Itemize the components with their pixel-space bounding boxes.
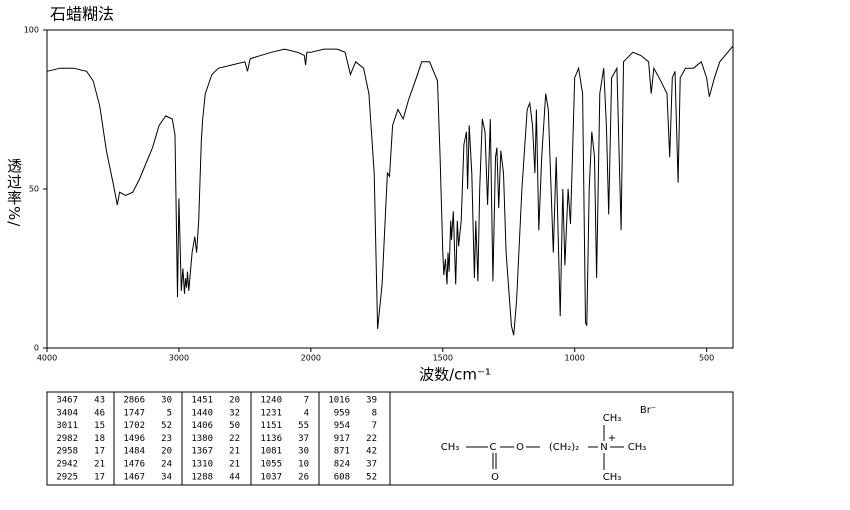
peak-transmittance: 22 — [366, 434, 377, 444]
peak-transmittance: 22 — [229, 434, 240, 444]
structure-bonds — [466, 425, 624, 470]
peak-transmittance: 10 — [298, 460, 309, 470]
structure-label: CH₃ — [603, 413, 622, 424]
peak-wavenumber: 954 — [334, 421, 350, 431]
peak-transmittance: 7 — [304, 396, 309, 406]
spectrum-line — [46, 45, 734, 336]
peak-wavenumber: 917 — [334, 434, 350, 444]
peak-wavenumber: 1406 — [191, 421, 213, 431]
structure-label: O — [516, 442, 524, 453]
peak-wavenumber: 1484 — [123, 447, 145, 457]
peak-transmittance: 30 — [161, 396, 172, 406]
peak-transmittance: 52 — [366, 472, 377, 482]
peak-transmittance: 21 — [94, 460, 105, 470]
peak-wavenumber: 1081 — [260, 447, 282, 457]
peak-wavenumber: 1016 — [328, 396, 350, 406]
peak-transmittance: 21 — [229, 447, 240, 457]
peak-transmittance: 52 — [161, 421, 172, 431]
peak-transmittance: 15 — [94, 421, 105, 431]
peak-transmittance: 34 — [161, 472, 172, 482]
peak-transmittance: 55 — [298, 421, 309, 431]
peak-wavenumber: 1747 — [123, 408, 145, 418]
y-tick-label: 0 — [34, 344, 39, 353]
peak-wavenumber: 1476 — [123, 460, 145, 470]
peak-wavenumber: 1451 — [191, 396, 213, 406]
peak-transmittance: 30 — [298, 447, 309, 457]
peak-wavenumber: 1496 — [123, 434, 145, 444]
peak-transmittance: 26 — [298, 472, 309, 482]
peak-transmittance: 37 — [366, 460, 377, 470]
y-tick-label: 50 — [29, 185, 39, 194]
y-tick-label: 100 — [24, 26, 39, 35]
peak-wavenumber: 2866 — [123, 396, 145, 406]
peak-transmittance: 4 — [304, 408, 309, 418]
chart-title: 石蜡糊法 — [50, 5, 114, 24]
x-tick-label: 500 — [699, 354, 714, 363]
peak-wavenumber: 1231 — [260, 408, 282, 418]
peak-wavenumber: 824 — [334, 460, 350, 470]
peak-transmittance: 50 — [229, 421, 240, 431]
peak-wavenumber: 959 — [334, 408, 350, 418]
peak-wavenumber: 871 — [334, 447, 350, 457]
peak-wavenumber: 3467 — [56, 396, 78, 406]
peak-wavenumber: 1136 — [260, 434, 282, 444]
structure-label: CH₃ — [603, 472, 622, 483]
peak-transmittance: 39 — [366, 396, 377, 406]
peak-transmittance: 44 — [229, 472, 240, 482]
peak-wavenumber: 2925 — [56, 472, 78, 482]
peak-transmittance: 8 — [372, 408, 377, 418]
x-tick-label: 4000 — [37, 354, 57, 363]
structure-label: + — [608, 433, 616, 444]
x-tick-label: 3000 — [169, 354, 189, 363]
peak-wavenumber: 2942 — [56, 460, 78, 470]
peak-transmittance: 5 — [167, 408, 172, 418]
x-tick-label: 1000 — [565, 354, 585, 363]
peak-wavenumber: 1037 — [260, 472, 282, 482]
peak-transmittance: 43 — [94, 396, 105, 406]
structure-label: N — [600, 442, 607, 453]
peak-transmittance: 42 — [366, 447, 377, 457]
peak-wavenumber: 2982 — [56, 434, 78, 444]
peak-wavenumber: 1240 — [260, 396, 282, 406]
structure-label: CH₃ — [441, 442, 460, 453]
y-axis-label: 透过率%/ — [5, 158, 23, 228]
peak-transmittance: 21 — [229, 460, 240, 470]
peak-wavenumber: 1702 — [123, 421, 145, 431]
peak-transmittance: 20 — [161, 447, 172, 457]
x-tick-label: 2000 — [301, 354, 321, 363]
peak-wavenumber: 2958 — [56, 447, 78, 457]
peak-wavenumber: 1380 — [191, 434, 213, 444]
peak-wavenumber: 1055 — [260, 460, 282, 470]
structure-label: Br⁻ — [640, 405, 656, 416]
peak-wavenumber: 1288 — [191, 472, 213, 482]
structure-label: CH₃ — [628, 442, 647, 453]
structure-label: C — [490, 442, 497, 453]
peak-transmittance: 23 — [161, 434, 172, 444]
peak-wavenumber: 1367 — [191, 447, 213, 457]
peak-transmittance: 24 — [161, 460, 172, 470]
peak-wavenumber: 3011 — [56, 421, 78, 431]
peak-wavenumber: 3404 — [56, 408, 78, 418]
x-tick-label: 1500 — [433, 354, 453, 363]
peak-transmittance: 18 — [94, 434, 105, 444]
peak-transmittance: 32 — [229, 408, 240, 418]
plot-frame — [46, 29, 734, 349]
x-axis-label: 波数/cm⁻¹ — [419, 366, 491, 384]
peak-wavenumber: 1151 — [260, 421, 282, 431]
peak-wavenumber: 1310 — [191, 460, 213, 470]
peak-wavenumber: 1467 — [123, 472, 145, 482]
structure-label: (CH₂)₂ — [549, 442, 579, 453]
peak-transmittance: 20 — [229, 396, 240, 406]
peak-transmittance: 17 — [94, 447, 105, 457]
peak-transmittance: 17 — [94, 472, 105, 482]
peak-transmittance: 7 — [372, 421, 377, 431]
peak-transmittance: 37 — [298, 434, 309, 444]
structure-label: O — [491, 472, 499, 483]
peak-wavenumber: 608 — [334, 472, 350, 482]
peak-wavenumber: 1440 — [191, 408, 213, 418]
peak-transmittance: 46 — [94, 408, 105, 418]
